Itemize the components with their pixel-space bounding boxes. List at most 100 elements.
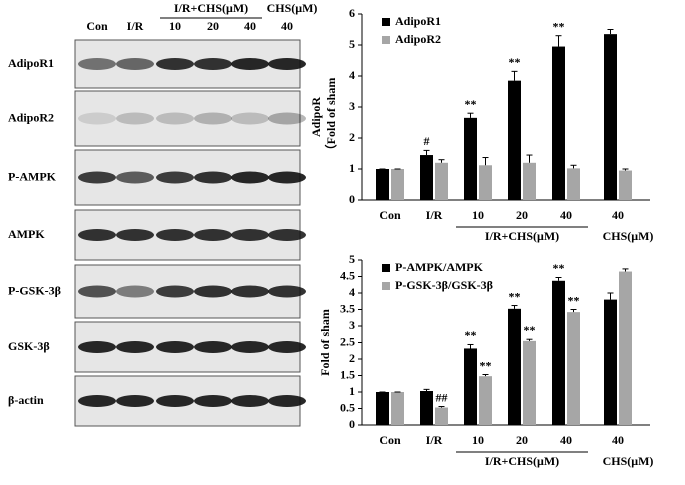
blot-band: [156, 285, 194, 298]
blot-band: [268, 229, 306, 241]
error-bar: [467, 343, 474, 349]
group-label: CHS(μM): [603, 229, 654, 243]
y-axis-label: Fold of sham: [318, 309, 332, 376]
blot-band: [268, 285, 306, 298]
y-tick-label: 2.5: [340, 334, 355, 348]
x-tick-label: 40: [560, 433, 572, 447]
bar: [376, 169, 389, 200]
lane-label: 40: [244, 19, 256, 33]
significance-label: **: [524, 323, 536, 337]
row-label: P-AMPK: [8, 169, 57, 183]
legend-label: P-GSK-3β/GSK-3β: [395, 278, 493, 292]
x-tick-label: 40: [612, 208, 624, 222]
y-tick-label: 3: [349, 99, 355, 113]
lane-group-label: CHS(μM): [267, 1, 318, 15]
bar: [391, 392, 404, 425]
blot-band: [194, 395, 232, 407]
row-label: P-GSK-3β: [8, 283, 61, 297]
lane-label: I/R: [127, 19, 144, 33]
legend-swatch: [382, 36, 390, 44]
blot-band: [268, 112, 306, 125]
blot-band: [268, 395, 306, 407]
blot-band: [268, 58, 306, 70]
x-tick-label: I/R: [426, 433, 443, 447]
blot-band: [78, 395, 116, 407]
error-bar: [511, 70, 518, 81]
bar: [508, 308, 521, 425]
blot-band: [156, 341, 194, 353]
y-tick-label: 4.5: [340, 268, 355, 282]
blot-band: [116, 229, 154, 241]
lane-group-label: I/R+CHS(μM): [174, 1, 248, 15]
error-bar: [423, 388, 430, 392]
bar: [464, 117, 477, 200]
blot-band: [231, 58, 269, 70]
lane-label: 20: [207, 19, 219, 33]
legend-swatch: [382, 264, 390, 272]
lane-label: 40: [281, 19, 293, 33]
error-bar: [607, 292, 614, 300]
significance-label: #: [424, 134, 430, 148]
legend-label: AdipoR1: [395, 14, 441, 28]
row-label: AdipoR2: [8, 110, 54, 124]
blot-band: [231, 171, 269, 184]
lane-label: Con: [86, 19, 108, 33]
blot-band: [116, 395, 154, 407]
blot-band: [194, 112, 232, 125]
y-tick-label: 2: [349, 351, 355, 365]
y-tick-label: 5: [349, 37, 355, 51]
blot-box: [74, 90, 301, 147]
bar: [479, 165, 492, 200]
bar: [619, 170, 632, 200]
y-tick-label: 0.5: [340, 400, 355, 414]
blot-band: [194, 341, 232, 353]
blot-band: [156, 171, 194, 184]
error-bar: [607, 29, 614, 35]
y-tick-label: 0: [349, 192, 355, 206]
blot-band: [194, 285, 232, 298]
x-tick-label: 40: [560, 208, 572, 222]
bar: [567, 312, 580, 425]
group-label: CHS(μM): [603, 454, 654, 468]
error-bar: [482, 157, 489, 166]
legend-swatch: [382, 282, 390, 290]
blot-band: [194, 58, 232, 70]
x-tick-label: 40: [612, 433, 624, 447]
y-tick-label: 4: [349, 285, 355, 299]
row-label: AdipoR1: [8, 56, 54, 70]
y-tick-label: 1.5: [340, 367, 355, 381]
y-tick-label: 3.5: [340, 301, 355, 315]
blot-band: [116, 58, 154, 70]
y-tick-label: 4: [349, 68, 355, 82]
error-bar: [622, 268, 629, 272]
y-tick-label: 2: [349, 130, 355, 144]
blot-band: [78, 112, 116, 125]
blot-band: [156, 395, 194, 407]
blot-band: [78, 58, 116, 70]
error-bar: [570, 309, 577, 313]
error-bar: [423, 149, 430, 156]
y-tick-label: 1: [349, 161, 355, 175]
significance-label: **: [568, 293, 580, 307]
blot-band: [231, 341, 269, 353]
bar: [420, 391, 433, 425]
group-label: I/R+CHS(μM): [485, 229, 559, 243]
error-bar: [622, 168, 629, 171]
lane-label: 10: [169, 19, 181, 33]
x-tick-label: 10: [472, 433, 484, 447]
significance-label: **: [553, 261, 565, 275]
row-label: AMPK: [8, 227, 45, 241]
x-tick-label: 20: [516, 433, 528, 447]
significance-label: **: [465, 328, 477, 342]
y-axis-label: AdipoR: [309, 97, 323, 137]
legend-label: AdipoR2: [395, 32, 441, 46]
x-tick-label: Con: [379, 433, 401, 447]
blot-band: [116, 341, 154, 353]
error-bar: [555, 276, 562, 281]
y-axis-label: （Fold of sham: [323, 78, 338, 157]
group-label: I/R+CHS(μM): [485, 454, 559, 468]
blot-band: [116, 285, 154, 298]
blot-band: [194, 171, 232, 184]
error-bar: [467, 112, 474, 118]
